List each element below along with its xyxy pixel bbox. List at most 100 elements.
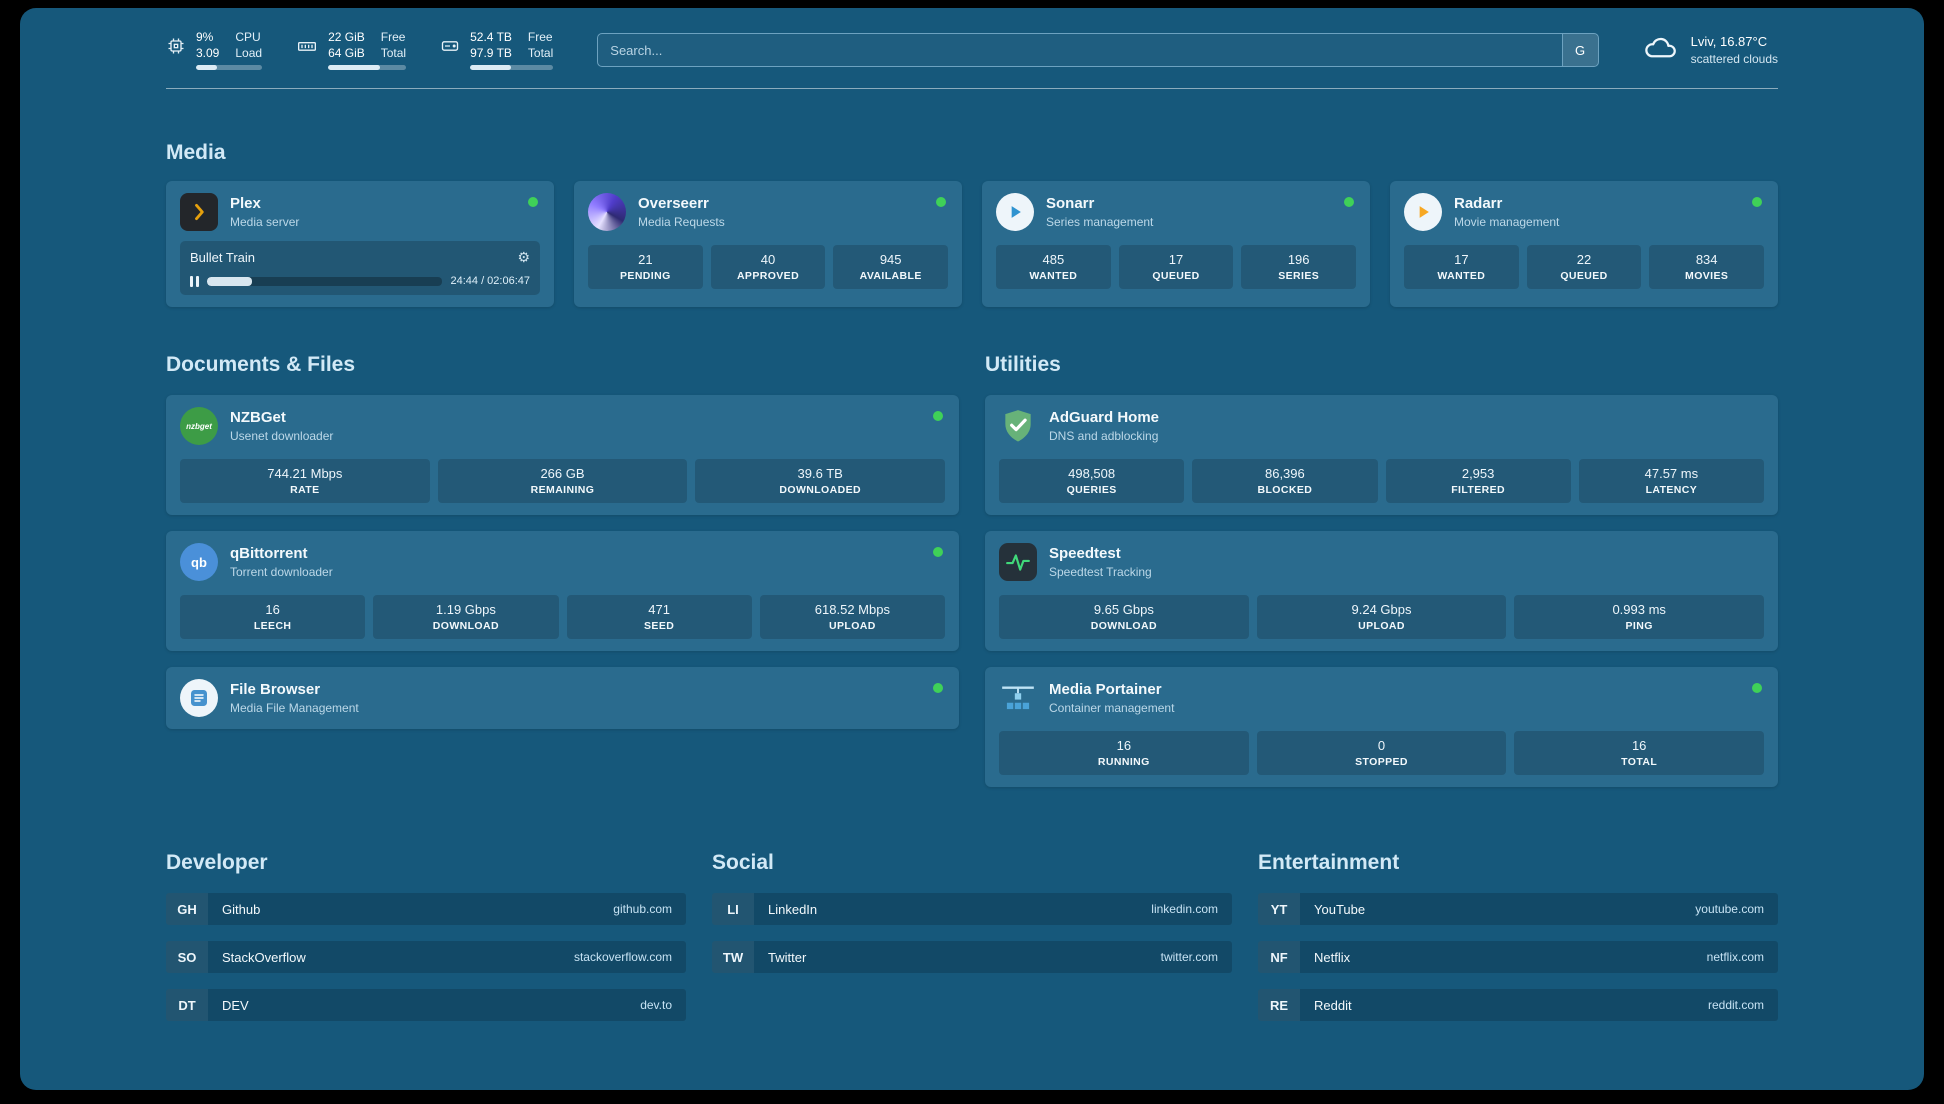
ram-metric: 22 GiB 64 GiB Free Total [296,30,407,70]
media-section-heading: Media [166,141,226,164]
radarr-icon [1404,193,1442,231]
status-dot [1752,197,1762,207]
github-abbr-icon: GH [166,893,208,925]
status-dot [528,197,538,207]
stat-queued: 17 QUEUED [1118,245,1234,289]
dev-abbr-icon: DT [166,989,208,1021]
playback-progress-bar[interactable] [207,276,443,286]
bookmark-reddit[interactable]: RE Reddit reddit.com [1258,989,1778,1021]
app-name: Sonarr [1046,195,1095,212]
stat-series: 196 SERIES [1241,245,1357,289]
bookmark-youtube[interactable]: YT YouTube youtube.com [1258,893,1778,925]
system-metrics: 9% 3.09 CPU Load [166,30,554,70]
dashboard-page: 9% 3.09 CPU Load [20,8,1924,1090]
filebrowser-icon [180,679,218,717]
stat-download: 9.65 Gbps DOWNLOAD [999,595,1249,639]
app-subtitle: Movie management [1454,215,1560,229]
app-subtitle: Series management [1046,215,1154,229]
developer-section-heading: Developer [166,851,268,874]
app-name: AdGuard Home [1049,409,1160,426]
ram-free-label: Free [380,30,406,44]
cloud-icon [1643,34,1679,67]
pause-icon[interactable] [190,275,199,287]
stat-upload: 9.24 Gbps UPLOAD [1256,595,1507,639]
ram-icon [296,36,318,61]
reddit-abbr-icon: RE [1258,989,1300,1021]
app-card-adguard[interactable]: AdGuard Home DNS and adblocking 498,508 … [985,395,1778,515]
playback-time: 24:44 / 02:06:47 [450,275,530,287]
adguard-icon [999,407,1037,445]
app-card-portainer[interactable]: Media Portainer Container management 16 … [985,667,1778,787]
gear-icon[interactable]: ⚙ [517,249,530,265]
stat-leech: 16 LEECH [180,595,366,639]
weather-location: Lviv, 16.87°C [1690,34,1768,49]
utilities-section-heading: Utilities [985,353,1061,376]
app-card-nzbget[interactable]: nzbget NZBGet Usenet downloader 744.21 M… [166,395,959,515]
qbittorrent-icon: qb [180,543,218,581]
ram-total-label: Total [380,46,407,60]
search-input[interactable] [598,34,1562,66]
bookmark-dev[interactable]: DT DEV dev.to [166,989,686,1021]
bookmark-github[interactable]: GH Github github.com [166,893,686,925]
app-name: Radarr [1454,195,1503,212]
app-card-speedtest[interactable]: Speedtest Speedtest Tracking 9.65 Gbps D… [985,531,1778,651]
bookmark-linkedin[interactable]: LI LinkedIn linkedin.com [712,893,1232,925]
cpu-metric: 9% 3.09 CPU Load [166,30,263,70]
app-name: File Browser [230,681,321,698]
app-subtitle: Media server [230,215,300,229]
app-subtitle: Torrent downloader [230,565,333,579]
bookmark-netflix[interactable]: NF Netflix netflix.com [1258,941,1778,973]
app-card-sonarr[interactable]: Sonarr Series management 485 WANTED 17 Q… [982,181,1370,307]
stackoverflow-abbr-icon: SO [166,941,208,973]
app-card-plex[interactable]: Plex Media server Bullet Train ⚙ [166,181,554,307]
top-bar: 9% 3.09 CPU Load [166,30,1778,70]
status-dot [933,547,943,557]
stat-pending: 21 PENDING [588,245,703,289]
plex-now-playing: Bullet Train ⚙ 24:44 / 02:06:47 [180,241,540,295]
stat-blocked: 86,396 BLOCKED [1192,459,1378,503]
stat-remaining: 266 GB REMAINING [437,459,688,503]
overseerr-icon [588,193,626,231]
app-card-radarr[interactable]: Radarr Movie management 17 WANTED 22 QUE… [1390,181,1778,307]
stat-rate: 744.21 Mbps RATE [180,459,430,503]
search-engine-button[interactable]: G [1561,34,1598,66]
app-subtitle: Speedtest Tracking [1049,565,1152,579]
youtube-abbr-icon: YT [1258,893,1300,925]
app-subtitle: DNS and adblocking [1049,429,1159,443]
sonarr-icon [996,193,1034,231]
weather-condition: scattered clouds [1690,52,1778,66]
cpu-usage-value: 9% [196,30,214,44]
twitter-abbr-icon: TW [712,941,754,973]
social-section-heading: Social [712,851,774,874]
topbar-divider [166,88,1778,89]
app-name: Media Portainer [1049,681,1162,698]
disk-progress-bar [470,65,554,70]
status-dot [1752,683,1762,693]
app-name: NZBGet [230,409,286,426]
now-playing-title: Bullet Train [190,250,256,265]
stat-movies: 834 MOVIES [1649,245,1765,289]
app-card-qbittorrent[interactable]: qb qBittorrent Torrent downloader 16 LEE… [166,531,959,651]
cpu-load-label: Load [235,46,263,60]
ram-total-value: 64 GiB [328,46,365,60]
app-card-overseerr[interactable]: Overseerr Media Requests 21 PENDING 40 A… [574,181,962,307]
nzbget-icon: nzbget [180,407,218,445]
app-card-filebrowser[interactable]: File Browser Media File Management [166,667,959,729]
status-dot [933,683,943,693]
entertainment-section-heading: Entertainment [1258,851,1400,874]
netflix-abbr-icon: NF [1258,941,1300,973]
bookmark-stackoverflow[interactable]: SO StackOverflow stackoverflow.com [166,941,686,973]
stat-queued: 22 QUEUED [1526,245,1642,289]
disk-total-label: Total [527,46,554,60]
status-dot [936,197,946,207]
ram-progress-bar [328,65,407,70]
stat-stopped: 0 STOPPED [1256,731,1507,775]
speedtest-icon [999,543,1037,581]
app-subtitle: Usenet downloader [230,429,334,443]
plex-icon [180,193,218,231]
bookmark-twitter[interactable]: TW Twitter twitter.com [712,941,1232,973]
app-subtitle: Container management [1049,701,1175,715]
stat-download: 1.19 Gbps DOWNLOAD [373,595,559,639]
cpu-load-value: 3.09 [196,46,220,60]
weather-widget: Lviv, 16.87°C scattered clouds [1643,34,1778,67]
